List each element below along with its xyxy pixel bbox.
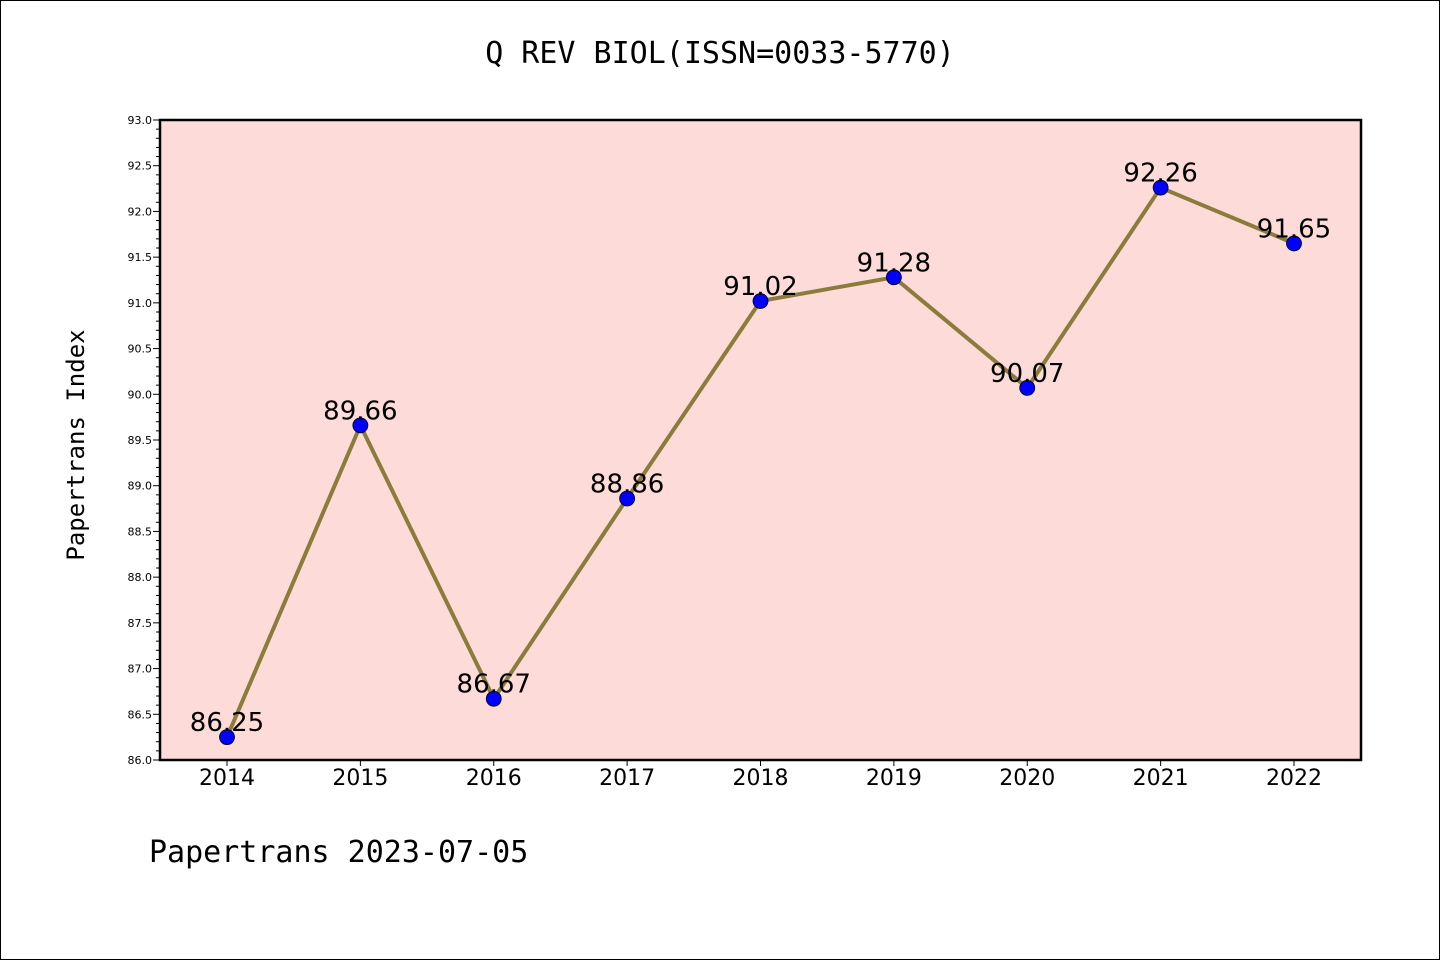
- y-axis-ticks: 86.0 86.5 87.0 87.5 88.0 88.5 89.0 89.5 90.0 90.5…: [128, 114, 160, 767]
- data-label: 86.25: [190, 708, 264, 738]
- y-tick-label: 87.0: [128, 663, 153, 676]
- data-label: 91.02: [723, 272, 797, 302]
- y-tick-label: 86.5: [128, 708, 153, 721]
- y-tick-label: 86.0: [128, 754, 153, 767]
- data-label: 88.86: [590, 470, 664, 500]
- y-tick-label: 92.5: [128, 160, 153, 173]
- y-tick-label: 93.0: [128, 114, 153, 127]
- data-label: 92.26: [1123, 159, 1197, 189]
- data-point: [752, 293, 769, 309]
- y-tick-label: 90.5: [128, 343, 153, 356]
- data-label: 90.07: [990, 359, 1064, 389]
- data-point: [219, 729, 235, 746]
- data-label: 86.67: [457, 670, 531, 700]
- x-tick-label: 2018: [733, 766, 789, 791]
- x-tick-label: 2014: [199, 766, 255, 791]
- x-tick-label: 2022: [1266, 766, 1322, 791]
- data-point: [352, 417, 369, 434]
- y-tick-label: 87.5: [128, 617, 153, 630]
- data-point: [885, 269, 902, 286]
- data-point: [1019, 379, 1036, 396]
- x-tick-label: 2016: [466, 766, 522, 791]
- chart-title: Q REV BIOL(ISSN=0033-5770): [485, 36, 955, 71]
- x-tick-label: 2017: [599, 766, 655, 791]
- y-tick-label: 88.5: [128, 525, 153, 538]
- series-layer: 86.25 89.66 86.67 88.86 91.02 91.28 90.07 92.26…: [190, 159, 1331, 746]
- y-tick-label: 91.0: [128, 297, 153, 310]
- data-point: [619, 490, 636, 507]
- y-tick-label: 92.0: [128, 205, 153, 218]
- x-axis-ticks: 2014 2015 2016 2017 2018 2019 2020 2021 2022: [199, 760, 1322, 791]
- data-point: [1286, 235, 1302, 252]
- data-label: 91.28: [857, 248, 931, 278]
- data-point: [485, 690, 502, 707]
- plot-area: [160, 120, 1361, 760]
- y-tick-label: 89.5: [128, 434, 153, 447]
- footer-date-text: Papertrans 2023-07-05: [149, 835, 529, 870]
- y-tick-label: 90.0: [128, 388, 153, 401]
- data-label: 91.65: [1257, 214, 1331, 244]
- y-tick-label: 88.0: [128, 571, 153, 584]
- x-tick-label: 2015: [332, 766, 388, 791]
- plot-border: [158, 118, 1363, 762]
- data-point: [1152, 179, 1169, 196]
- data-label: 89.66: [323, 396, 397, 426]
- x-tick-label: 2019: [866, 766, 922, 791]
- x-tick-label: 2020: [999, 766, 1055, 791]
- y-tick-label: 89.0: [128, 480, 153, 493]
- x-tick-label: 2021: [1133, 766, 1189, 791]
- y-tick-label: 91.5: [128, 251, 153, 264]
